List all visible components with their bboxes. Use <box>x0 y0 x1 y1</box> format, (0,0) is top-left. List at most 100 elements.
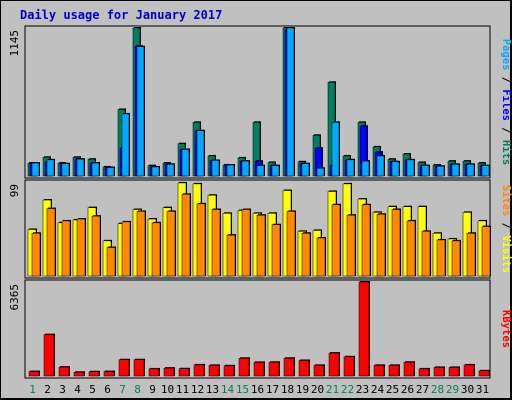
bar-sites-day-13 <box>211 209 221 277</box>
x-tick-label-25: 25 <box>386 383 399 396</box>
x-tick-label-8: 8 <box>134 383 141 396</box>
bar-sites-day-18 <box>286 211 296 277</box>
bar-kbytes-day-9 <box>148 368 160 377</box>
x-tick-label-27: 27 <box>416 383 429 396</box>
bar-kbytes-day-18 <box>283 358 295 377</box>
x-tick-label-30: 30 <box>461 383 474 396</box>
bar-pages-day-12 <box>196 130 205 177</box>
bar-sites-day-8 <box>136 211 146 277</box>
bar-kbytes-day-1 <box>28 371 40 377</box>
bar-sites-day-17 <box>271 224 281 277</box>
bar-pages-day-15 <box>241 160 250 177</box>
bar-kbytes-day-27 <box>418 368 430 377</box>
legend-entry: Pages <box>500 39 512 71</box>
x-tick-label-3: 3 <box>59 383 66 396</box>
bar-kbytes-day-24 <box>373 365 385 377</box>
x-tick-label-7: 7 <box>119 383 126 396</box>
bar-kbytes-day-20 <box>313 365 325 377</box>
bar-sites-day-28 <box>436 239 446 277</box>
x-tick-label-31: 31 <box>476 383 489 396</box>
bar-pages-day-29 <box>451 164 460 177</box>
bar-sites-day-30 <box>466 233 476 277</box>
bar-pages-day-21 <box>331 122 340 177</box>
bar-sites-day-2 <box>46 208 56 277</box>
x-tick-label-15: 15 <box>236 383 249 396</box>
bar-sites-day-15 <box>241 209 251 277</box>
max-label-top: 1145 <box>8 30 21 57</box>
bar-pages-day-17 <box>271 165 280 177</box>
max-label-bottom: 6365 <box>8 284 21 311</box>
bar-sites-day-1 <box>31 233 41 277</box>
axis-legend-bottom: KBytes <box>500 310 512 348</box>
bar-sites-day-6 <box>106 247 116 277</box>
bar-kbytes-day-26 <box>403 362 415 377</box>
bar-sites-day-11 <box>181 194 191 277</box>
bar-kbytes-day-2 <box>43 334 55 377</box>
bar-pages-day-6 <box>106 167 115 177</box>
bar-pages-day-3 <box>61 163 70 177</box>
bar-pages-day-13 <box>211 160 220 177</box>
legend-entry: / <box>500 121 512 140</box>
bar-kbytes-day-12 <box>193 364 205 377</box>
x-tick-label-22: 22 <box>341 383 354 396</box>
bar-pages-day-23 <box>361 160 370 177</box>
bar-sites-day-22 <box>346 214 356 277</box>
bar-kbytes-day-25 <box>388 365 400 377</box>
bar-pages-day-28 <box>436 166 445 177</box>
bar-pages-day-22 <box>346 159 355 177</box>
bar-pages-day-16 <box>256 165 265 177</box>
legend-entry: Files <box>500 89 512 121</box>
bar-sites-day-3 <box>61 220 71 277</box>
legend-entry: Sites <box>500 185 512 217</box>
bar-sites-day-25 <box>391 209 401 277</box>
bar-sites-day-14 <box>226 234 236 277</box>
x-tick-label-4: 4 <box>74 383 81 396</box>
bar-pages-day-2 <box>46 159 55 177</box>
bar-kbytes-day-17 <box>268 362 280 377</box>
legend-entry: Visits <box>500 235 512 273</box>
bar-sites-day-4 <box>76 218 86 277</box>
bar-sites-day-29 <box>451 240 461 277</box>
max-label-middle: 99 <box>8 184 21 197</box>
bar-kbytes-day-23 <box>358 281 370 377</box>
x-tick-label-21: 21 <box>326 383 339 396</box>
bar-sites-day-21 <box>331 204 341 277</box>
bar-pages-day-11 <box>181 149 190 177</box>
x-tick-label-1: 1 <box>29 383 36 396</box>
bar-pages-day-24 <box>376 155 385 177</box>
x-tick-label-24: 24 <box>371 383 385 396</box>
bar-kbytes-day-13 <box>208 365 220 377</box>
bar-pages-day-20 <box>316 167 325 177</box>
bar-kbytes-day-30 <box>463 364 475 377</box>
bar-kbytes-day-14 <box>223 365 235 377</box>
legend-entry: KBytes <box>500 310 512 348</box>
bar-sites-day-10 <box>166 211 176 277</box>
bar-sites-day-19 <box>301 233 311 277</box>
bar-pages-day-27 <box>421 165 430 177</box>
chart-title: Daily usage for January 2017 <box>20 8 223 22</box>
x-tick-label-6: 6 <box>104 383 111 396</box>
x-tick-label-23: 23 <box>356 383 369 396</box>
bar-kbytes-day-22 <box>343 356 355 377</box>
bar-pages-day-8 <box>136 46 145 177</box>
bar-pages-day-31 <box>481 165 490 177</box>
bar-pages-day-14 <box>226 164 235 177</box>
bar-kbytes-day-4 <box>73 372 85 377</box>
x-tick-label-28: 28 <box>431 383 444 396</box>
x-tick-label-2: 2 <box>44 383 51 396</box>
x-tick-label-20: 20 <box>311 383 324 396</box>
bar-pages-day-9 <box>151 166 160 177</box>
bar-sites-day-5 <box>91 215 101 277</box>
x-tick-label-19: 19 <box>296 383 309 396</box>
legend-entry: / <box>500 216 512 235</box>
bar-kbytes-day-29 <box>448 367 460 377</box>
bar-kbytes-day-28 <box>433 367 445 377</box>
x-tick-label-9: 9 <box>149 383 156 396</box>
bar-sites-day-9 <box>151 222 161 277</box>
bar-pages-day-18 <box>286 27 295 177</box>
x-tick-label-29: 29 <box>446 383 459 396</box>
bar-kbytes-day-19 <box>298 360 310 377</box>
bar-kbytes-day-15 <box>238 358 250 377</box>
bar-sites-day-27 <box>421 231 431 277</box>
